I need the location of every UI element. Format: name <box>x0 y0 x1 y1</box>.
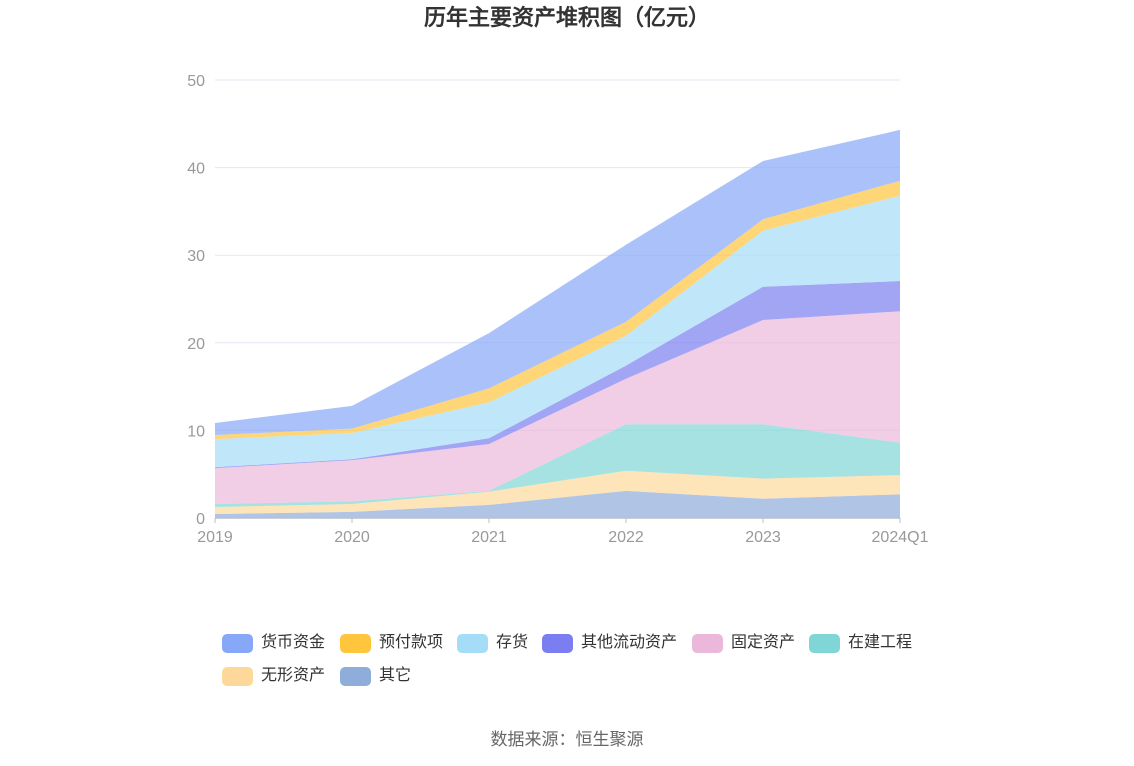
area-series-group <box>215 129 900 518</box>
chart-title: 历年主要资产堆积图（亿元） <box>423 5 710 30</box>
x-tick-label: 2022 <box>608 529 644 546</box>
legend-item-cash[interactable]: 货币资金 <box>222 633 325 653</box>
area-inventory <box>215 195 900 468</box>
area-construction-in-progress <box>215 424 900 508</box>
legend-item-construction-in-progress[interactable]: 在建工程 <box>809 633 912 653</box>
legend-item-fixed-assets[interactable]: 固定资产 <box>692 633 795 653</box>
y-tick-label: 10 <box>187 423 205 440</box>
legend-label: 在建工程 <box>848 634 913 651</box>
area-other <box>215 490 900 518</box>
y-tick-label: 0 <box>196 511 205 528</box>
x-tick-label: 2019 <box>197 529 233 546</box>
x-tick-label: 2024Q1 <box>872 529 929 546</box>
data-source-note: 数据来源：恒生聚源 <box>490 730 644 749</box>
legend-swatch-icon <box>340 633 371 653</box>
x-tick-label: 2021 <box>471 529 507 546</box>
legend-label: 固定资产 <box>731 634 796 651</box>
legend-label: 存货 <box>496 634 529 651</box>
legend-label: 无形资产 <box>261 667 326 684</box>
area-intangible-assets <box>215 470 900 515</box>
legend-swatch-icon <box>542 633 573 653</box>
x-tick-label: 2020 <box>334 529 370 546</box>
legend-item-inventory[interactable]: 存货 <box>457 633 528 653</box>
legend-item-other[interactable]: 其它 <box>340 666 411 686</box>
legend-swatch-icon <box>340 666 371 686</box>
legend-item-intangible-assets[interactable]: 无形资产 <box>222 666 325 686</box>
axes: 0 10 20 30 40 50 2019 2020 2021 2022 2023 2024Q1 <box>187 73 928 546</box>
x-tick-label: 2023 <box>745 529 781 546</box>
legend-swatch-icon <box>809 633 840 653</box>
area-cash <box>215 129 900 436</box>
y-tick-label: 30 <box>187 248 205 265</box>
legend-swatch-icon <box>692 633 723 653</box>
y-tick-label: 40 <box>187 161 205 178</box>
area-prepayments <box>215 180 900 440</box>
area-other-current-assets <box>215 281 900 469</box>
legend-swatch-icon <box>457 633 488 653</box>
y-tick-label: 20 <box>187 336 205 353</box>
legend-swatch-icon <box>222 633 253 653</box>
legend-label: 货币资金 <box>261 634 326 651</box>
legend-swatch-icon <box>222 666 253 686</box>
legend-item-prepayments[interactable]: 预付款项 <box>340 633 443 653</box>
y-tick-label: 50 <box>187 73 205 90</box>
legend-label: 其它 <box>379 667 412 684</box>
legend-item-other-current-assets[interactable]: 其他流动资产 <box>542 633 677 653</box>
area-fixed-assets <box>215 311 900 504</box>
legend-label: 其他流动资产 <box>581 634 678 651</box>
legend-label: 预付款项 <box>379 634 444 651</box>
